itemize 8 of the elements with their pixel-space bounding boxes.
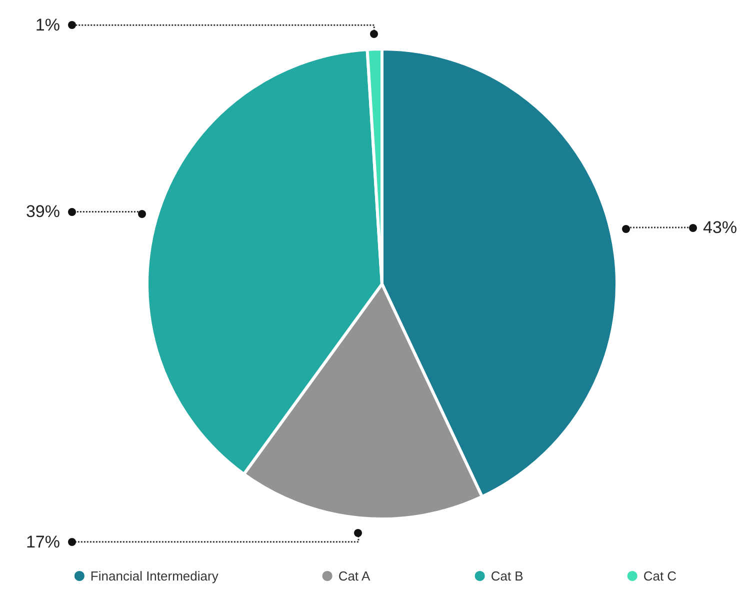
legend-label: Cat B: [490, 568, 524, 584]
legend-label: Financial Intermediary: [90, 568, 219, 584]
legend-label: Cat A: [338, 568, 370, 584]
data-label: 17%: [26, 532, 60, 552]
legend-label: Cat C: [643, 568, 677, 584]
data-label: 39%: [26, 202, 60, 222]
data-label: 43%: [703, 218, 738, 237]
data-label: 1%: [35, 16, 60, 35]
